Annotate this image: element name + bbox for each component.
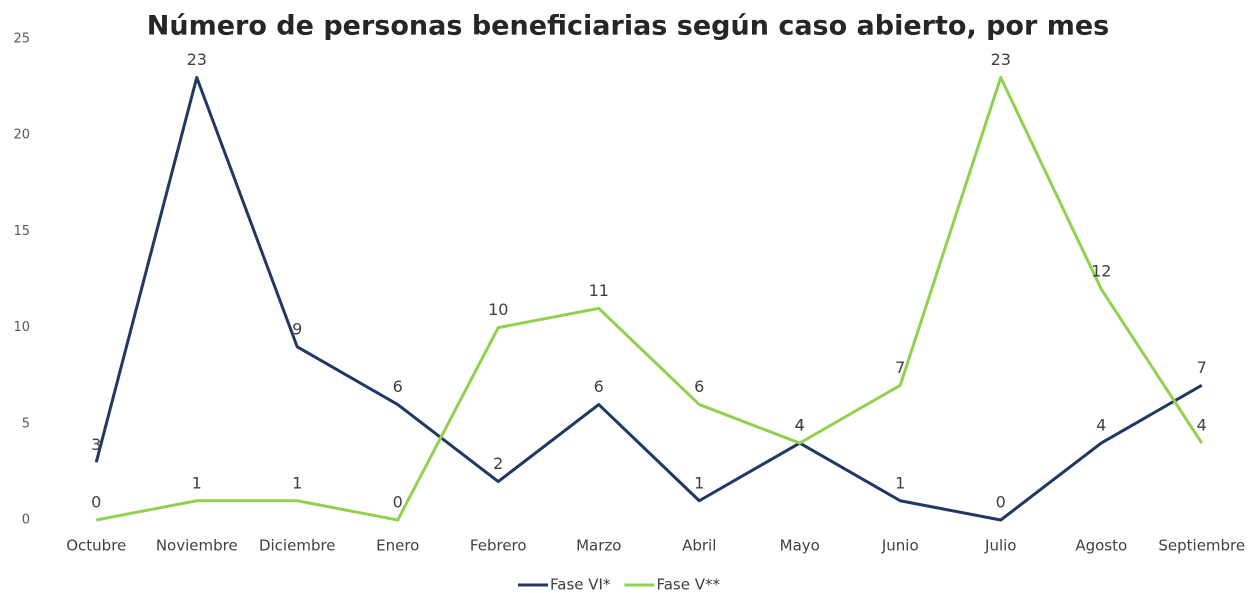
data-label: 4 xyxy=(1096,416,1106,435)
data-label: 1 xyxy=(895,473,905,492)
legend-label: Fase VI* xyxy=(550,576,611,593)
data-label: 1 xyxy=(192,473,202,492)
data-label: 9 xyxy=(292,319,302,338)
data-label: 1 xyxy=(292,473,302,492)
y-tick-label: 5 xyxy=(22,416,30,431)
data-label: 0 xyxy=(393,493,403,512)
data-label: 6 xyxy=(594,377,604,396)
x-tick-label: Julio xyxy=(984,537,1016,555)
data-label: 4 xyxy=(795,416,805,435)
x-tick-label: Marzo xyxy=(576,537,621,555)
x-tick-label: Septiembre xyxy=(1158,537,1245,555)
line-series xyxy=(94,75,1203,522)
data-label: 7 xyxy=(895,358,905,377)
y-tick-label: 15 xyxy=(13,224,30,239)
data-label: 23 xyxy=(991,50,1011,69)
x-tick-label: Febrero xyxy=(470,537,527,555)
data-label: 6 xyxy=(694,377,704,396)
data-label: 6 xyxy=(393,377,403,396)
data-label: 10 xyxy=(488,300,508,319)
data-label: 4 xyxy=(1197,416,1207,435)
data-label: 11 xyxy=(589,281,609,300)
y-tick-label: 0 xyxy=(22,513,30,528)
chart-title: Número de personas beneficiarias según c… xyxy=(147,11,1109,42)
x-tick-label: Abril xyxy=(682,537,716,555)
data-label: 0 xyxy=(996,493,1006,512)
x-tick-label: Mayo xyxy=(780,537,820,555)
data-label: 1 xyxy=(694,473,704,492)
data-label: 23 xyxy=(187,50,207,69)
data-label: 3 xyxy=(91,435,101,454)
data-label: 4 xyxy=(795,416,805,435)
data-label: 2 xyxy=(493,454,503,473)
y-tick-label: 10 xyxy=(13,320,30,335)
x-tick-label: Enero xyxy=(376,537,419,555)
x-tick-label: Agosto xyxy=(1075,537,1127,555)
x-tick-label: Noviembre xyxy=(156,537,238,555)
data-label: 12 xyxy=(1091,262,1111,281)
line-series xyxy=(95,75,1204,522)
legend: Fase VI* Fase V** xyxy=(518,576,720,593)
x-tick-label: Diciembre xyxy=(259,537,336,555)
legend-label: Fase V** xyxy=(656,576,720,593)
y-tick-label: 20 xyxy=(13,128,30,143)
data-label: 0 xyxy=(91,493,101,512)
y-tick-label: 25 xyxy=(13,32,30,47)
data-label: 7 xyxy=(1197,358,1207,377)
x-tick-label: Junio xyxy=(881,537,919,555)
x-tick-label: Octubre xyxy=(66,537,126,555)
